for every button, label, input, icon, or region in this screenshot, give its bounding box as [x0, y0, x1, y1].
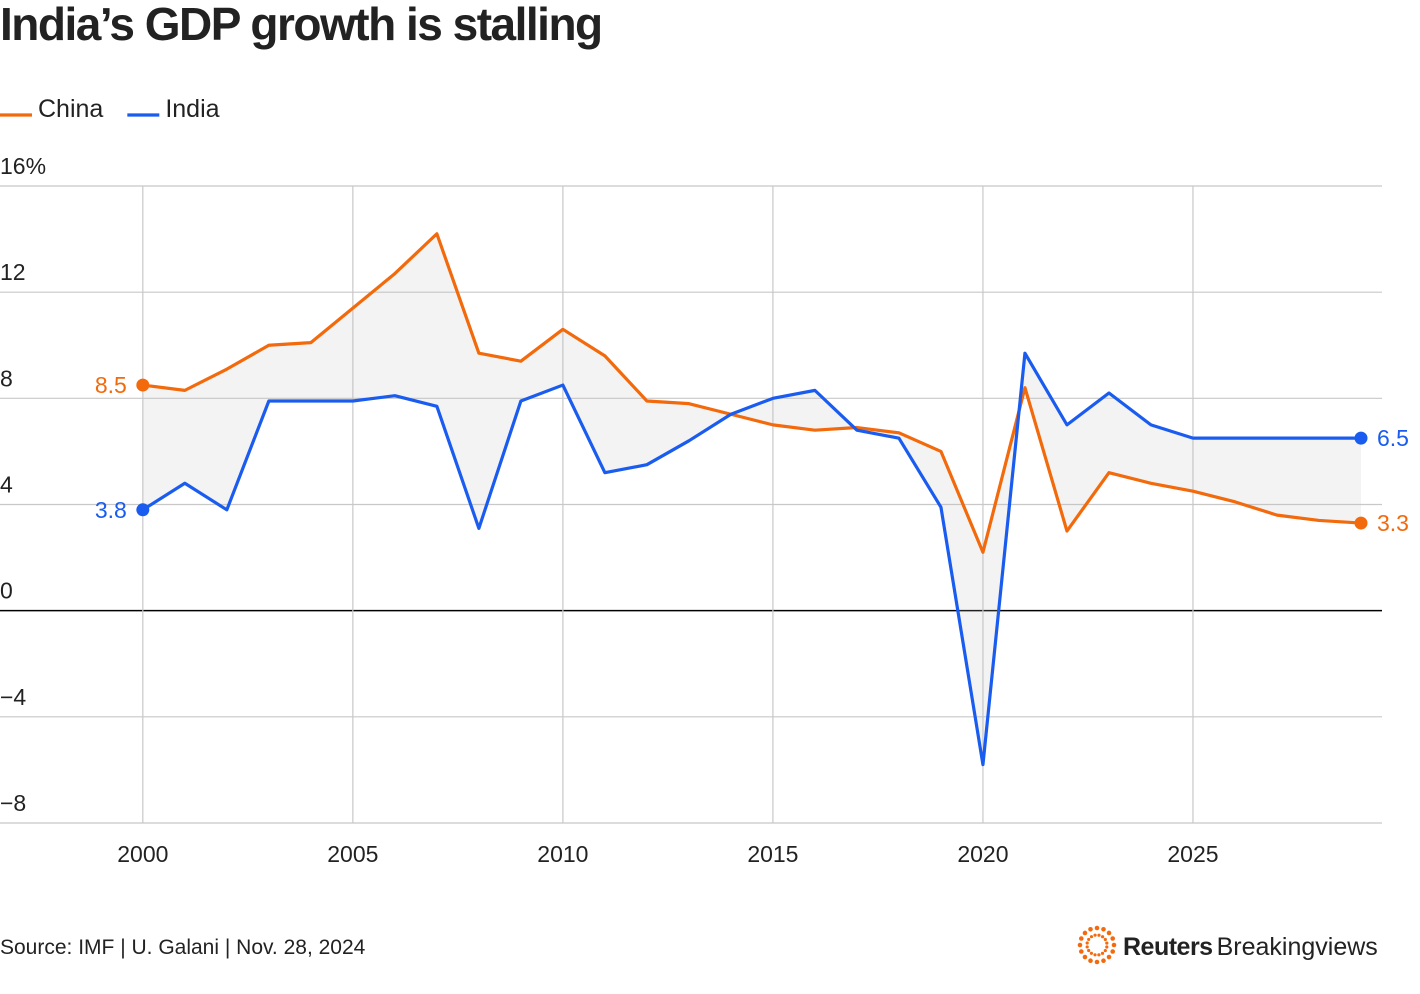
y-tick-label: 16% — [0, 153, 46, 179]
logo-dot — [1093, 953, 1097, 957]
logo-dot — [1101, 926, 1106, 932]
value-label: 6.5 — [1377, 425, 1409, 451]
source: Source: IMF | U. Galani | Nov. 28, 2024 — [0, 936, 366, 959]
logo-dot — [1085, 945, 1089, 949]
x-tick-label: 2005 — [327, 841, 378, 867]
logo-dot — [1103, 948, 1107, 953]
series-line — [142, 232, 1362, 554]
logo-dot — [1103, 937, 1107, 942]
end-point — [136, 503, 150, 517]
logo-dot — [1105, 941, 1109, 945]
gap-area — [142, 233, 1361, 765]
logo-dot — [1105, 945, 1109, 949]
logo-dot — [1082, 930, 1088, 936]
logo-dot — [1110, 936, 1116, 941]
x-tick-label: 2025 — [1167, 841, 1218, 867]
logo-dot — [1078, 936, 1084, 941]
logo-dot — [1111, 942, 1117, 948]
chart-title: India’s GDP growth is stalling — [0, 0, 602, 50]
logo-dot — [1085, 941, 1089, 945]
logo-dot — [1087, 937, 1091, 942]
value-label: 3.8 — [95, 497, 127, 523]
logo-dot — [1078, 949, 1084, 954]
logo-dot — [1088, 926, 1093, 932]
logo-dot — [1082, 954, 1088, 960]
logo-dot — [1097, 953, 1101, 957]
y-tick-label: 0 — [0, 578, 13, 604]
x-tick-label: 2000 — [117, 841, 168, 867]
y-tick-label: 4 — [0, 472, 13, 498]
logo-dot — [1094, 959, 1100, 965]
logo-dot — [1077, 942, 1083, 948]
value-label: 3.3 — [1377, 510, 1409, 536]
logo-dot — [1089, 951, 1094, 955]
y-tick-label: −8 — [0, 790, 26, 816]
logo-dot — [1100, 951, 1105, 955]
logo-dot — [1087, 948, 1091, 953]
y-tick-label: −4 — [0, 684, 26, 710]
brand-product: Breakingviews — [1217, 933, 1378, 961]
value-label: 8.5 — [95, 372, 127, 398]
legend-label: India — [165, 95, 219, 123]
logo-dot — [1089, 935, 1094, 939]
x-tick-label: 2010 — [537, 841, 588, 867]
brand: Reuters Breakingviews — [1123, 933, 1378, 961]
brand-logo — [1077, 925, 1117, 965]
logo-dot — [1088, 958, 1093, 964]
y-tick-label: 8 — [0, 365, 13, 391]
series-line — [141, 351, 1361, 767]
logo-dot — [1106, 930, 1112, 936]
logo-dot — [1106, 954, 1112, 960]
logo-dot — [1097, 933, 1101, 937]
end-point — [1354, 516, 1368, 530]
x-tick-label: 2015 — [747, 841, 798, 867]
logo-dot — [1100, 935, 1105, 939]
legend-label: China — [38, 95, 103, 123]
brand-name: Reuters — [1123, 933, 1213, 961]
logo-dot — [1101, 958, 1106, 964]
logo-dot — [1094, 925, 1100, 931]
end-point — [136, 378, 150, 392]
end-point — [1354, 431, 1368, 445]
y-tick-label: 12 — [0, 259, 26, 285]
logo-dot — [1093, 933, 1097, 937]
x-tick-label: 2020 — [957, 841, 1008, 867]
logo-dot — [1110, 949, 1116, 954]
